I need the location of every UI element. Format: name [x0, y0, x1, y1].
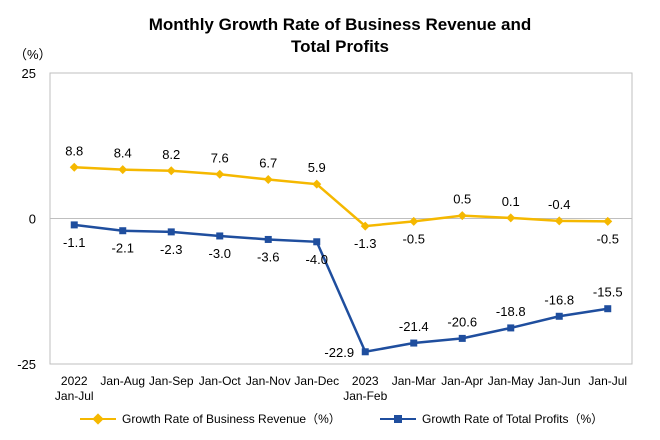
x-tick-label-7: Jan-Mar — [392, 374, 436, 388]
series-1-point-10 — [555, 312, 563, 320]
x-tick-label-3: Jan-Oct — [199, 374, 242, 388]
legend-swatch-profits — [380, 413, 416, 425]
legend-label-profits: Growth Rate of Total Profits（%） — [422, 412, 604, 426]
x-tick-label-0-0: 2022 — [61, 374, 88, 388]
data-label-s1-1: -2.1 — [112, 241, 134, 256]
series-0-point-4 — [263, 175, 273, 185]
data-label-s0-7: -0.5 — [403, 231, 425, 246]
x-tick-label-8: Jan-Apr — [441, 374, 483, 388]
x-tick-label-11: Jan-Jul — [588, 374, 627, 388]
series-0-point-9 — [506, 213, 516, 223]
series-1-point-6 — [361, 348, 369, 356]
series-1-point-8 — [458, 334, 466, 342]
data-label-s0-0: 8.8 — [65, 143, 83, 158]
series-1-point-9 — [507, 324, 515, 332]
series-0-point-2 — [166, 166, 176, 176]
data-label-s0-11: -0.5 — [597, 231, 619, 246]
legend-item-profits: Growth Rate of Total Profits（%） — [380, 410, 603, 427]
series-0-point-3 — [215, 169, 225, 179]
data-label-s1-4: -3.6 — [257, 249, 279, 264]
data-label-s0-10: -0.4 — [548, 197, 570, 212]
data-label-s1-0: -1.1 — [63, 235, 85, 250]
x-tick-label-5: Jan-Dec — [294, 374, 339, 388]
series-0-point-8 — [457, 211, 467, 221]
series-0-point-6 — [360, 221, 370, 231]
data-label-s1-6: -22.9 — [324, 345, 354, 360]
series-0-point-1 — [118, 165, 128, 175]
series-0-point-5 — [312, 179, 322, 189]
data-label-s0-5: 5.9 — [308, 160, 326, 175]
series-0-point-10 — [554, 216, 564, 226]
data-label-s0-2: 8.2 — [162, 147, 180, 162]
y-unit-label: （%） — [14, 47, 52, 62]
data-label-s1-11: -15.5 — [593, 285, 623, 300]
legend-item-revenue: Growth Rate of Business Revenue（%） — [80, 410, 341, 427]
series-1-point-7 — [410, 339, 418, 347]
x-tick-label-10: Jan-Jun — [538, 374, 581, 388]
x-tick-label-2: Jan-Sep — [149, 374, 194, 388]
data-label-s1-2: -2.3 — [160, 242, 182, 257]
series-0-point-7 — [409, 216, 419, 226]
data-label-s1-9: -18.8 — [496, 304, 526, 319]
series-1-point-2 — [167, 228, 175, 236]
data-label-s0-1: 8.4 — [114, 146, 132, 161]
y-tick-label-0: 25 — [22, 66, 36, 81]
legend-label-revenue: Growth Rate of Business Revenue（%） — [122, 412, 341, 426]
x-tick-label-1: Jan-Aug — [100, 374, 145, 388]
data-label-s0-4: 6.7 — [259, 156, 277, 171]
x-tick-label-4: Jan-Nov — [246, 374, 291, 388]
series-1-point-1 — [119, 227, 127, 235]
x-tick-label-0-1: Jan-Jul — [55, 389, 94, 403]
data-label-s1-3: -3.0 — [209, 246, 231, 261]
data-label-s1-7: -21.4 — [399, 319, 429, 334]
series-0-point-0 — [69, 162, 79, 172]
legend-swatch-revenue — [80, 412, 116, 425]
y-tick-label-2: -25 — [17, 357, 36, 372]
data-label-s0-6: -1.3 — [354, 236, 376, 251]
series-1-point-4 — [264, 235, 272, 243]
x-tick-label-9: Jan-May — [488, 374, 534, 388]
data-label-s0-9: 0.1 — [502, 194, 520, 209]
data-label-s1-8: -20.6 — [447, 314, 477, 329]
data-label-s0-8: 0.5 — [453, 192, 471, 207]
data-label-s0-3: 7.6 — [211, 150, 229, 165]
series-1-point-3 — [216, 232, 224, 240]
x-tick-label-6-1: Jan-Feb — [343, 389, 387, 403]
series-1-point-5 — [313, 238, 321, 246]
series-0-point-11 — [603, 216, 613, 226]
data-label-s1-10: -16.8 — [544, 292, 574, 307]
chart-title: Monthly Growth Rate of Business Revenue … — [148, 15, 532, 56]
y-tick-label-1: 0 — [29, 212, 36, 227]
series-1-point-0 — [70, 221, 78, 229]
series-line-0 — [74, 166, 608, 228]
series-1-point-11 — [604, 305, 612, 313]
series-line-1 — [74, 223, 608, 354]
x-tick-label-6-0: 2023 — [352, 374, 379, 388]
data-label-s1-5: -4.0 — [306, 252, 328, 267]
